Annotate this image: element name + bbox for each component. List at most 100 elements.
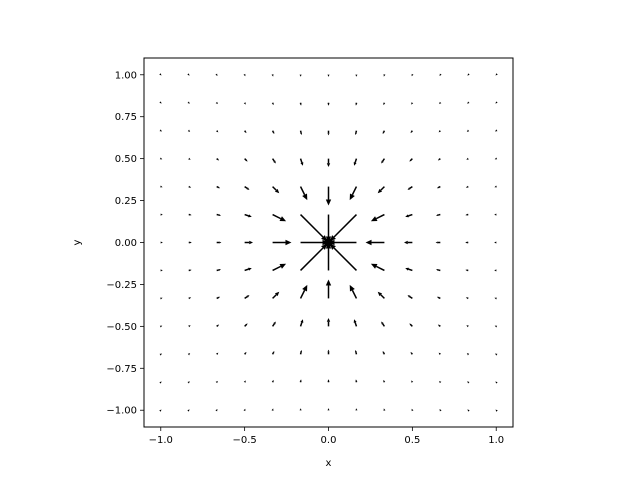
vector-arrow bbox=[187, 409, 190, 412]
vector-arrow bbox=[466, 353, 470, 356]
vector-arrow bbox=[215, 380, 218, 384]
vector-arrow bbox=[409, 158, 413, 162]
vector-arrow bbox=[410, 351, 413, 355]
y-tick-label: 0.50 bbox=[115, 154, 137, 165]
vector-arrow bbox=[159, 325, 163, 328]
vector-arrow bbox=[467, 101, 470, 104]
vector-arrow bbox=[299, 102, 302, 106]
vector-arrow bbox=[383, 408, 386, 411]
vector-arrow bbox=[495, 353, 498, 356]
vector-arrow bbox=[244, 267, 252, 272]
vector-arrow bbox=[382, 130, 386, 135]
vector-arrow bbox=[349, 284, 358, 299]
vector-arrow bbox=[355, 379, 358, 383]
vector-arrow bbox=[377, 186, 385, 194]
vector-arrow bbox=[495, 409, 498, 412]
vector-arrow bbox=[377, 291, 385, 299]
vector-arrow bbox=[325, 279, 332, 299]
x-axis-label: x bbox=[326, 458, 332, 469]
vector-arrow bbox=[299, 158, 304, 166]
vector-arrow bbox=[160, 213, 163, 216]
vector-arrow bbox=[187, 353, 191, 356]
vector-arrow bbox=[465, 269, 469, 272]
vector-arrow bbox=[271, 130, 275, 135]
vector-arrow bbox=[188, 213, 192, 216]
vector-arrow bbox=[494, 185, 497, 188]
vector-arrow bbox=[494, 241, 497, 244]
vector-arrow bbox=[244, 130, 247, 134]
vector-arrow bbox=[216, 296, 221, 300]
vector-arrow bbox=[437, 158, 441, 161]
vector-arrow bbox=[299, 408, 302, 411]
vector-arrow bbox=[327, 74, 330, 77]
vector-arrow bbox=[494, 297, 497, 300]
x-tick-label: −0.5 bbox=[232, 435, 256, 446]
vector-arrow bbox=[244, 240, 254, 245]
vector-arrow bbox=[216, 268, 221, 272]
vector-arrow bbox=[325, 186, 332, 206]
y-axis-ticks: −1.00 −0.75 −0.50 −0.25 0.00 0.25 0.50 0.75 1.00 bbox=[106, 70, 144, 417]
vector-arrow bbox=[271, 408, 274, 411]
y-tick-label: 1.00 bbox=[115, 70, 137, 81]
vector-arrow bbox=[216, 130, 219, 133]
vector-arrow bbox=[370, 213, 385, 222]
vector-arrow bbox=[187, 129, 191, 132]
x-tick-label: 0.5 bbox=[404, 435, 420, 446]
vector-arrow bbox=[187, 381, 190, 384]
vector-arrow bbox=[271, 379, 274, 383]
vector-arrow bbox=[327, 130, 330, 136]
vector-arrow bbox=[405, 267, 413, 272]
vector-arrow bbox=[438, 352, 441, 355]
vector-arrow bbox=[411, 102, 414, 105]
vector-arrow bbox=[349, 186, 358, 201]
vector-arrow bbox=[215, 73, 218, 76]
vector-arrow bbox=[216, 213, 221, 217]
vector-arrow bbox=[187, 101, 190, 104]
vector-arrow bbox=[495, 129, 498, 132]
vector-arrow bbox=[439, 409, 442, 412]
vector-arrow bbox=[494, 157, 498, 160]
vector-arrow bbox=[244, 323, 248, 327]
vector-arrow bbox=[436, 185, 441, 189]
vector-arrow bbox=[494, 269, 497, 272]
vector-arrow bbox=[494, 325, 498, 328]
vector-arrow bbox=[495, 73, 498, 76]
vector-arrow bbox=[381, 321, 386, 327]
vector-arrow bbox=[187, 73, 190, 76]
vector-arrow bbox=[216, 352, 219, 355]
x-tick-label: 0.0 bbox=[321, 435, 337, 446]
vector-arrow bbox=[437, 324, 441, 327]
vector-arrow bbox=[243, 102, 246, 105]
vector-arrow bbox=[244, 351, 247, 355]
vector-arrow bbox=[215, 101, 218, 105]
vector-arrow bbox=[326, 317, 331, 327]
vector-arrow bbox=[495, 101, 498, 104]
y-axis-label: y bbox=[72, 239, 83, 245]
vector-arrow bbox=[439, 101, 442, 105]
vector-arrow bbox=[243, 380, 246, 383]
vector-arrow bbox=[353, 319, 358, 327]
vector-arrow bbox=[271, 158, 276, 164]
vector-arrow bbox=[354, 130, 358, 135]
vector-arrow bbox=[467, 409, 470, 412]
vector-arrow bbox=[466, 129, 470, 132]
vector-arrow bbox=[216, 324, 220, 327]
vector-arrow bbox=[272, 239, 292, 246]
vector-arrow bbox=[244, 295, 250, 300]
vector-arrow bbox=[465, 213, 469, 216]
vector-arrow bbox=[244, 185, 250, 190]
vector-arrow bbox=[271, 321, 276, 327]
vector-arrow bbox=[466, 325, 469, 328]
vector-arrow bbox=[160, 297, 163, 300]
vector-arrow bbox=[299, 186, 308, 201]
vector-arrow bbox=[272, 263, 287, 272]
vector-arrow bbox=[272, 186, 280, 194]
vector-arrow bbox=[436, 268, 441, 272]
vector-arrow bbox=[327, 102, 330, 106]
vector-arrow bbox=[216, 158, 220, 161]
y-tick-label: −0.50 bbox=[106, 322, 137, 333]
vector-arrow bbox=[465, 185, 469, 188]
vector-arrow bbox=[370, 263, 385, 272]
vector-arrow bbox=[243, 408, 246, 412]
